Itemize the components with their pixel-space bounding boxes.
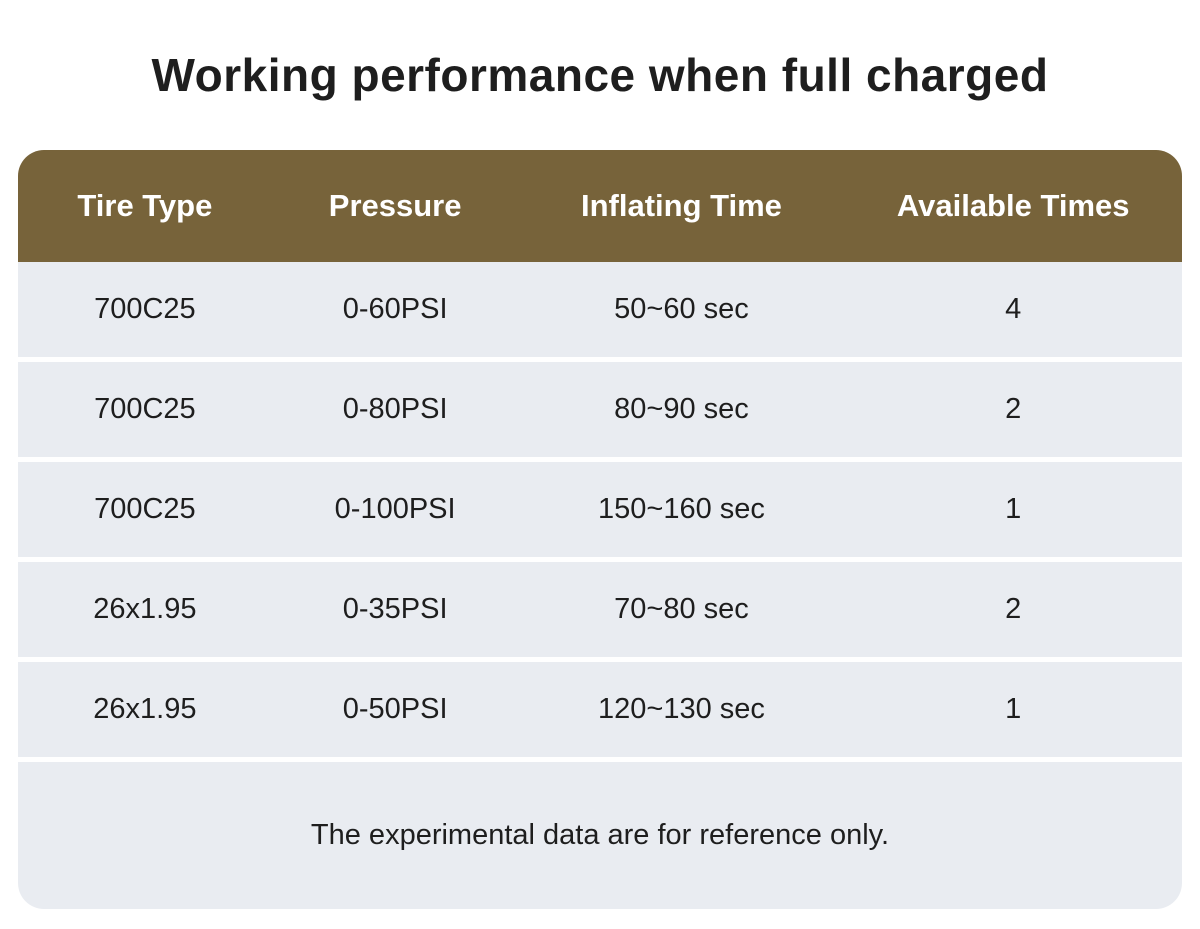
table-row: 700C25 0-80PSI 80~90 sec 2	[18, 362, 1182, 457]
cell-available-times: 4	[1005, 293, 1022, 325]
table-row: 700C25 0-60PSI 50~60 sec 4	[18, 262, 1182, 357]
header-cell-tire-type: Tire Type	[77, 188, 213, 223]
cell-available-times: 1	[1005, 493, 1022, 525]
cell-inflating-time: 50~60 sec	[614, 293, 749, 325]
cell-pressure: 0-100PSI	[334, 493, 456, 525]
header-cell-available-times: Available Times	[896, 188, 1130, 223]
cell-inflating-time: 150~160 sec	[598, 493, 765, 525]
cell-inflating-time: 70~80 sec	[614, 593, 749, 625]
table-header-row: Tire Type Pressure Inflating Time Availa…	[18, 150, 1182, 262]
cell-tire-type: 700C25	[94, 293, 196, 325]
footnote: The experimental data are for reference …	[310, 819, 890, 851]
performance-table: Tire Type Pressure Inflating Time Availa…	[18, 150, 1182, 909]
cell-available-times: 2	[1005, 593, 1022, 625]
cell-tire-type: 700C25	[94, 493, 196, 525]
cell-tire-type: 26x1.95	[93, 593, 197, 625]
cell-pressure: 0-50PSI	[342, 693, 448, 725]
cell-available-times: 2	[1005, 393, 1022, 425]
cell-tire-type: 26x1.95	[93, 693, 197, 725]
table-footer: The experimental data are for reference …	[18, 762, 1182, 909]
table-row: 700C25 0-100PSI 150~160 sec 1	[18, 462, 1182, 557]
cell-inflating-time: 80~90 sec	[614, 393, 749, 425]
cell-pressure: 0-35PSI	[342, 593, 448, 625]
cell-pressure: 0-80PSI	[342, 393, 448, 425]
table-row: 26x1.95 0-35PSI 70~80 sec 2	[18, 562, 1182, 657]
header-cell-inflating-time: Inflating Time	[580, 188, 782, 223]
header-cell-pressure: Pressure	[328, 188, 462, 223]
cell-pressure: 0-60PSI	[342, 293, 448, 325]
table-row: 26x1.95 0-50PSI 120~130 sec 1	[18, 662, 1182, 757]
cell-tire-type: 700C25	[94, 393, 196, 425]
cell-available-times: 1	[1005, 693, 1022, 725]
page-title: Working performance when full charged	[151, 49, 1049, 101]
cell-inflating-time: 120~130 sec	[598, 693, 765, 725]
title-bar: Working performance when full charged	[0, 0, 1200, 150]
